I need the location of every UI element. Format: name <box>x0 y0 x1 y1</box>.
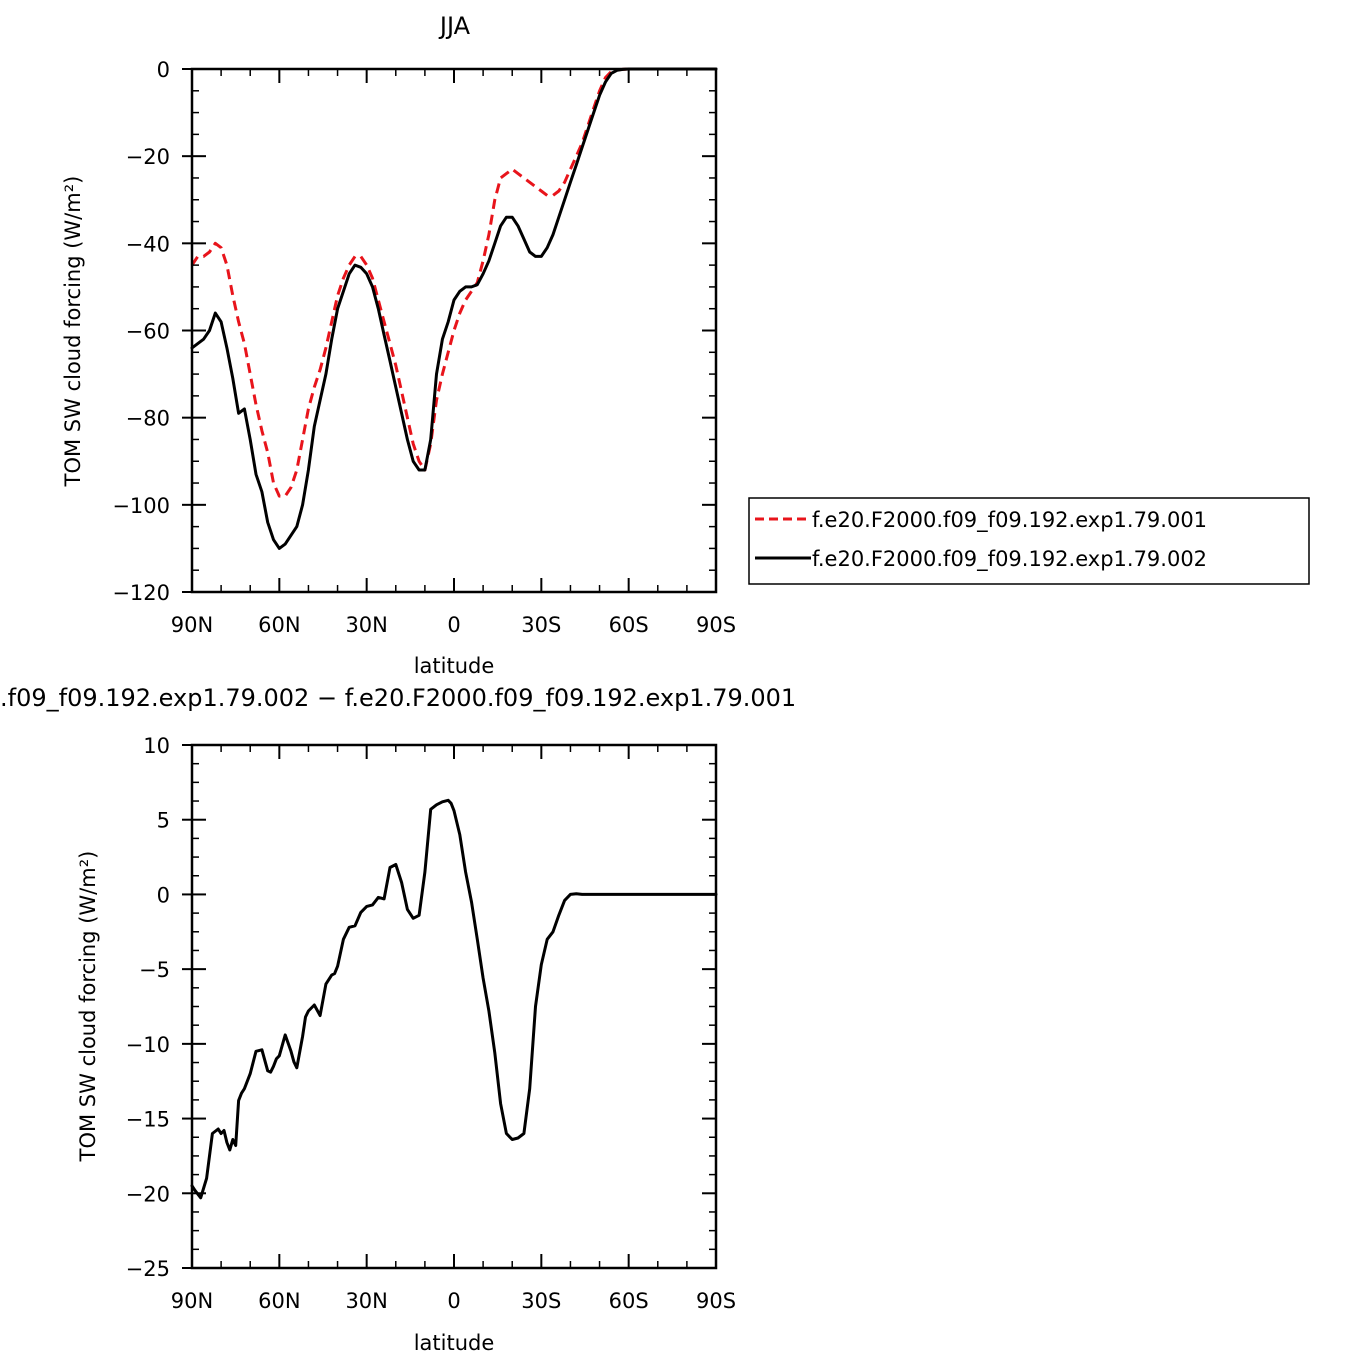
top-x-tick-label: 90N <box>171 613 213 637</box>
bottom-panel-ticks: 90N 60N 30N 0 30S 60S 90S 10 5 0 −5 −10 −15 −20 −25 <box>126 734 736 1313</box>
bottom-y-tick-label: 0 <box>157 883 170 907</box>
top-y-tick-label: −60 <box>126 320 170 344</box>
top-y-tick-label: −20 <box>126 145 170 169</box>
bottom-panel-y-axis-label: TOM SW cloud forcing (W/m²) <box>76 851 100 1163</box>
legend-label-series-1: f.e20.F2000.f09_f09.192.exp1.79.001 <box>812 508 1207 533</box>
bottom-x-tick-label: 90N <box>171 1289 213 1313</box>
top-y-tick-label: −80 <box>126 407 170 431</box>
bottom-panel: .f09_f09.192.exp1.79.002 − f.e20.F2000.f… <box>0 684 796 1355</box>
bottom-panel-title: .f09_f09.192.exp1.79.002 − f.e20.F2000.f… <box>0 684 796 712</box>
top-x-tick-label: 0 <box>447 613 460 637</box>
top-x-tick-label: 60N <box>258 613 300 637</box>
top-x-tick-label: 30N <box>345 613 387 637</box>
top-panel-series-1-line <box>190 67 716 498</box>
bottom-x-tick-label: 30S <box>521 1289 561 1313</box>
legend-label-series-2: f.e20.F2000.f09_f09.192.exp1.79.002 <box>812 547 1207 572</box>
top-y-tick-label: −120 <box>112 581 170 605</box>
bottom-x-tick-label: 90S <box>696 1289 736 1313</box>
legend-box <box>748 497 1310 585</box>
legend: f.e20.F2000.f09_f09.192.exp1.79.001 f.e2… <box>748 497 1310 585</box>
bottom-x-tick-label: 60N <box>258 1289 300 1313</box>
bottom-panel-x-axis-label: latitude <box>414 1331 495 1355</box>
top-panel-series-2-line <box>190 67 718 550</box>
top-panel-frame <box>190 67 718 594</box>
bottom-x-tick-label: 60S <box>609 1289 649 1313</box>
top-y-tick-label: 0 <box>157 58 170 82</box>
bottom-panel-series-1-line <box>190 798 718 1200</box>
top-y-tick-label: −100 <box>112 494 170 518</box>
bottom-y-tick-label: −25 <box>126 1257 170 1281</box>
top-x-tick-label: 90S <box>696 613 736 637</box>
top-x-tick-label: 60S <box>609 613 649 637</box>
bottom-panel-series-group <box>190 798 718 1200</box>
top-panel-y-axis-label: TOM SW cloud forcing (W/m²) <box>61 176 85 488</box>
top-panel-series-group <box>190 67 718 550</box>
bottom-y-tick-label: 10 <box>143 734 170 758</box>
bottom-panel-frame <box>190 743 718 1270</box>
top-x-tick-label: 30S <box>521 613 561 637</box>
bottom-y-tick-label: −20 <box>126 1182 170 1206</box>
bottom-y-tick-label: −5 <box>139 958 170 982</box>
top-panel-title: JJA <box>438 12 471 40</box>
bottom-x-tick-label: 0 <box>447 1289 460 1313</box>
top-panel: JJA 90N 60N 30N 0 30S 60S 90S 0 −20 −40 −60 −80 −100… <box>61 12 736 678</box>
top-y-tick-label: −40 <box>126 232 170 256</box>
top-panel-x-axis-label: latitude <box>414 654 495 678</box>
bottom-x-tick-label: 30N <box>345 1289 387 1313</box>
bottom-y-tick-label: 5 <box>157 809 170 833</box>
bottom-y-tick-label: −15 <box>126 1108 170 1132</box>
bottom-y-tick-label: −10 <box>126 1033 170 1057</box>
top-panel-ticks: 90N 60N 30N 0 30S 60S 90S 0 −20 −40 −60 −80 −100 −120 <box>112 58 736 637</box>
